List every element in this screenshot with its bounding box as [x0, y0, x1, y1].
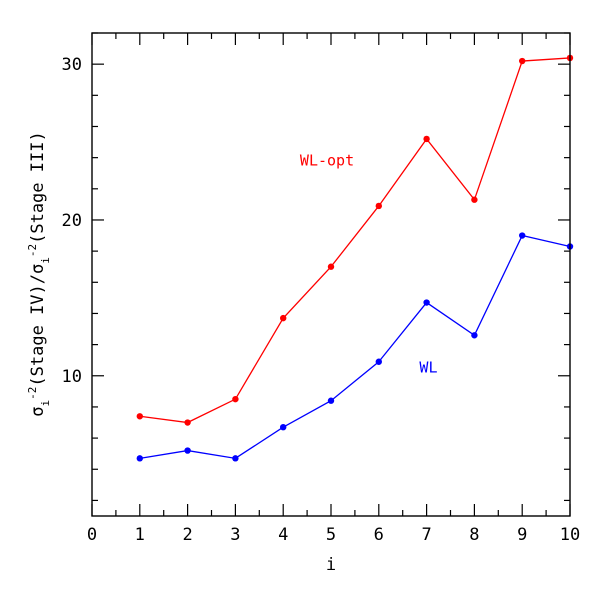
x-tick-label: 2 [182, 525, 192, 545]
x-tick-label: 0 [87, 525, 97, 545]
series-points [136, 54, 574, 462]
data-point [136, 413, 143, 420]
data-point [519, 57, 526, 65]
data-point [136, 455, 143, 462]
data-point [327, 397, 335, 404]
data-point [423, 135, 430, 143]
y-tick-label: 30 [62, 55, 82, 75]
y-label-sup-2: -2 [26, 244, 39, 257]
series-line-0 [139, 57, 571, 424]
data-point [280, 423, 287, 431]
data-point [280, 314, 287, 322]
x-tick-label: 7 [421, 525, 431, 545]
data-point [471, 196, 478, 203]
x-tick-label: 5 [326, 525, 336, 545]
y-axis-label: σi-2(Stage IV)/σi-2(Stage III) [26, 131, 52, 416]
tick-labels: 0 1 2 3 4 5 6 7 8 9 10 10 20 30 [62, 55, 581, 545]
y-tick-label: 10 [62, 367, 82, 387]
y-label-sub-1: i [39, 400, 52, 407]
x-tick-label: 10 [560, 525, 580, 545]
y-label-sup-1: -2 [26, 387, 39, 400]
plot-frame [91, 32, 571, 517]
y-label-sub-2: i [39, 257, 52, 264]
series-line-1 [139, 234, 571, 460]
series-lines [139, 57, 571, 460]
data-point [375, 358, 382, 365]
series-annotation: WL-opt [300, 151, 354, 169]
x-tick-label: 8 [469, 525, 479, 545]
x-axis-label: i [326, 555, 336, 575]
data-point [375, 202, 382, 210]
data-point [471, 332, 478, 339]
x-tick-label: 3 [230, 525, 240, 545]
annotations: WL-opt WL [300, 151, 438, 376]
y-label-suffix: (Stage III) [28, 131, 48, 244]
data-point [519, 232, 526, 239]
x-tick-label: 6 [374, 525, 384, 545]
data-point [327, 263, 335, 270]
data-point [423, 299, 430, 306]
x-tick-label: 4 [278, 525, 288, 545]
x-tick-label: 1 [135, 525, 145, 545]
x-tick-label: 9 [517, 525, 527, 545]
series-annotation: WL [419, 359, 437, 377]
axis-ticks [91, 32, 571, 516]
data-point [184, 419, 191, 426]
y-label-mid: (Stage IV)/σ [28, 264, 48, 387]
y-tick-label: 20 [62, 211, 82, 231]
data-point [232, 455, 239, 462]
y-label-prefix: σ [28, 406, 48, 416]
data-point [232, 395, 239, 403]
data-point [184, 447, 191, 454]
